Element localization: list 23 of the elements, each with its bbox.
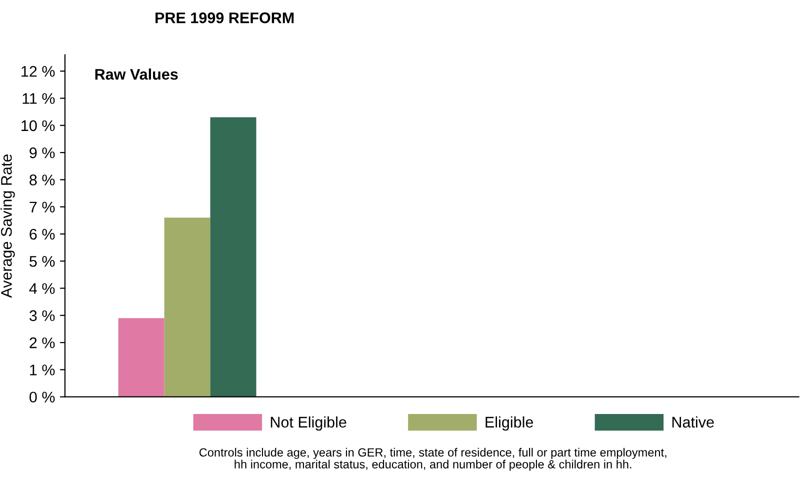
y-tick-label: 8 % [30,174,55,186]
text: Controls include age, years in GER, time, state of residence, full or part time employment, hh income, marital status, education, and number of people & children in hh. [199,448,666,471]
y-tick-label: 0 % [30,392,55,403]
bar [118,318,164,397]
bar [164,218,210,397]
y-tick-label: 1 % [30,364,55,376]
y-tick-label: 10 % [22,120,55,132]
chart-title: PRE 1999 REFORM [156,12,294,24]
y-axis-title: Average Saving Rate [0,154,15,298]
y-tick-label: 6 % [30,228,55,240]
y-tick-label: 7 % [30,202,55,212]
y-tick-label: 3 % [29,310,55,322]
legend-label: Native [672,416,714,428]
legend-label: Eligible [486,416,534,431]
y-tick-label: 5 % [30,256,55,267]
bar [210,117,256,397]
y-tick-label: 12 % [22,66,55,77]
y-tick-label: 4 % [29,283,55,294]
y-tick-label: 9 % [30,147,55,158]
legend-label: Not Eligible [270,416,346,431]
y-tick-label: 11 % [22,93,55,104]
annotation: Raw Values [95,68,178,80]
y-tick-label: 2 % [30,337,55,348]
